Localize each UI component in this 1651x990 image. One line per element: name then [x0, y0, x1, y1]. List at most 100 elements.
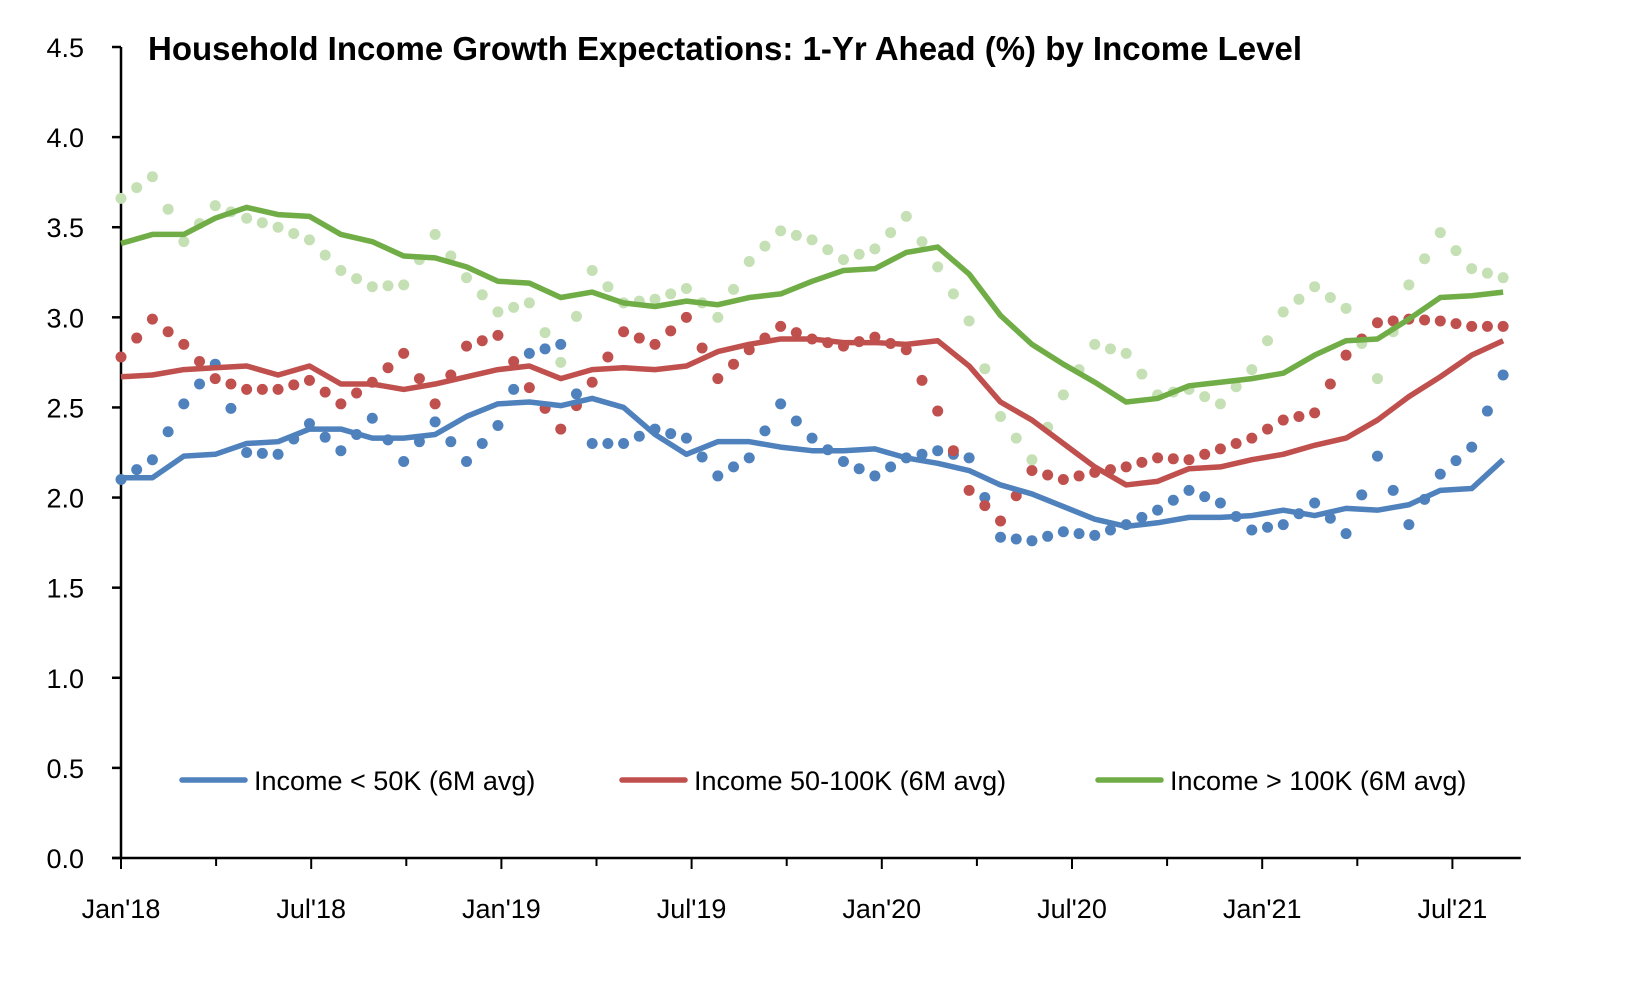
line-dot — [413, 373, 425, 385]
line-dot — [1419, 253, 1431, 265]
x-tick-label: Jul'19 — [657, 894, 727, 924]
line-dot — [916, 236, 928, 248]
data-point — [837, 254, 849, 266]
line-dot — [790, 229, 802, 241]
data-point — [115, 192, 127, 204]
data-point — [398, 347, 410, 359]
line-dot — [822, 244, 834, 256]
series-line — [121, 395, 1505, 530]
data-point — [649, 293, 661, 305]
x-axis: Jan'18 Jul'18 Jan'19 Jul'19 Jan'20 Jul'20 Jan'… — [82, 856, 1521, 924]
line-dot — [1136, 368, 1148, 380]
line-dot — [696, 451, 708, 463]
data-point — [1371, 450, 1383, 462]
data-point — [1309, 407, 1321, 419]
data-point — [1246, 432, 1258, 444]
y-tick-label: 1.5 — [46, 574, 84, 604]
data-point — [743, 255, 755, 267]
x-tick-label: Jul'21 — [1418, 894, 1488, 924]
data-point — [1057, 474, 1069, 486]
data-point — [712, 470, 724, 482]
data-point — [1434, 315, 1446, 327]
line-dot — [665, 288, 677, 300]
line-dot — [319, 249, 331, 261]
line-dot — [225, 402, 237, 414]
line-dot — [979, 500, 991, 512]
data-point — [272, 383, 284, 395]
data-point — [241, 212, 253, 224]
line-dot — [728, 461, 740, 473]
legend-label: Income > 100K (6M avg) — [1170, 766, 1466, 796]
y-tick-label: 1.0 — [46, 664, 84, 694]
x-tick-label: Jan'20 — [842, 894, 921, 924]
data-point — [1277, 414, 1289, 426]
data-point — [1340, 528, 1352, 540]
data-point — [618, 326, 630, 338]
data-point — [837, 456, 849, 468]
data-point — [1403, 519, 1415, 531]
line-dot — [1324, 378, 1336, 390]
data-point — [492, 419, 504, 431]
data-point — [1497, 272, 1509, 284]
data-point — [272, 448, 284, 460]
data-point — [1340, 349, 1352, 361]
data-point — [995, 531, 1007, 543]
line-dot — [194, 378, 206, 390]
data-point — [115, 351, 127, 363]
line-dot — [759, 425, 771, 437]
y-tick-label: 3.5 — [46, 213, 84, 243]
data-point — [1152, 452, 1164, 464]
data-point — [1183, 454, 1195, 466]
y-tick-label: 4.0 — [46, 123, 84, 153]
data-point — [555, 356, 567, 368]
series-line — [120, 336, 1505, 488]
data-point — [586, 264, 598, 276]
line-dot — [1199, 491, 1211, 503]
line-dot — [1262, 423, 1274, 435]
line-dot — [1481, 320, 1493, 332]
legend-item: Income > 100K (6M avg) — [1095, 766, 1466, 796]
series-layer — [115, 171, 1509, 547]
data-point — [1371, 373, 1383, 385]
line-dot — [1262, 521, 1274, 533]
line-dot — [696, 342, 708, 354]
x-tick-label: Jan'21 — [1223, 894, 1302, 924]
data-point — [366, 281, 378, 293]
line-dot — [1167, 453, 1179, 465]
data-point — [586, 437, 598, 449]
data-point — [775, 320, 787, 332]
series-income-100k-6m-avg — [120, 204, 1504, 405]
line-dot — [162, 203, 174, 215]
data-point — [178, 236, 190, 248]
series-income-100k-monthly — [115, 171, 1509, 466]
line-dot — [1104, 343, 1116, 355]
data-point — [555, 423, 567, 435]
y-tick-label: 0.0 — [46, 844, 84, 874]
data-point — [178, 398, 190, 410]
data-point — [869, 243, 881, 255]
data-point — [712, 311, 724, 323]
data-point — [743, 452, 755, 464]
line-dot — [1104, 524, 1116, 536]
data-point — [1466, 263, 1478, 275]
data-point — [1340, 302, 1352, 314]
line-dot — [947, 445, 959, 457]
line-dot — [1293, 410, 1305, 422]
data-point — [1214, 443, 1226, 455]
data-point — [241, 383, 253, 395]
line-dot — [853, 463, 865, 475]
legend: Income < 50K (6M avg) Income 50-100K (6M … — [179, 766, 1466, 796]
data-point — [461, 340, 473, 352]
line-dot — [665, 325, 677, 337]
data-point — [712, 373, 724, 385]
line-dot — [508, 355, 520, 367]
line-dot — [1073, 528, 1085, 540]
line-dot — [1010, 533, 1022, 545]
y-tick-label: 4.5 — [46, 33, 84, 63]
data-point — [429, 398, 441, 410]
line-dot — [916, 374, 928, 386]
line-dot — [1042, 469, 1054, 481]
line-dot — [1010, 432, 1022, 444]
data-point — [1309, 497, 1321, 509]
data-point — [1497, 369, 1509, 381]
